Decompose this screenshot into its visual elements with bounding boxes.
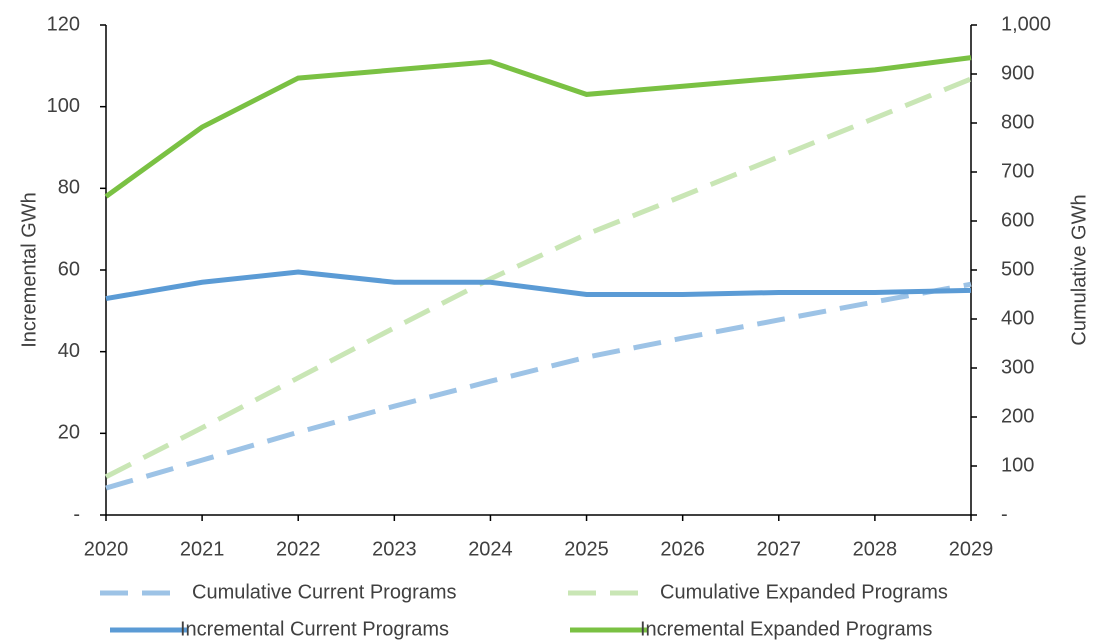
y-tick-label: 120	[47, 13, 80, 35]
x-tick-label: 2026	[660, 538, 705, 560]
x-tick-label: 2020	[84, 538, 129, 560]
y2-axis-title: Cumulative GWh	[1068, 194, 1090, 345]
y-tick-label: 20	[58, 422, 80, 444]
legend-label: Incremental Current Programs	[180, 618, 449, 640]
x-tick-label: 2022	[276, 538, 321, 560]
series-line	[105, 281, 972, 491]
x-tick-label: 2023	[372, 538, 417, 560]
legend-label: Cumulative Current Programs	[192, 581, 457, 603]
y2-tick-label: 200	[1001, 405, 1034, 427]
y-tick-label: 80	[58, 177, 80, 199]
y2-tick-label: 600	[1001, 209, 1034, 231]
y2-tick-label: 800	[1001, 111, 1034, 133]
series-line	[104, 55, 972, 199]
series-line	[105, 269, 972, 302]
y-tick-label: 60	[58, 258, 80, 280]
x-tick-label: 2025	[564, 538, 609, 560]
x-tick-label: 2024	[468, 538, 513, 560]
y2-tick-label: 500	[1001, 258, 1034, 280]
y2-tick-label: 400	[1001, 307, 1034, 329]
y-tick-label: 100	[47, 95, 80, 117]
y-axis-title: Incremental GWh	[18, 192, 40, 348]
x-tick-label: 2021	[180, 538, 225, 560]
y2-tick-label: 700	[1001, 160, 1034, 182]
y-tick-label: -	[73, 503, 80, 525]
x-tick-label: 2027	[757, 538, 802, 560]
y-tick-label: 40	[58, 340, 80, 362]
x-tick-label: 2029	[949, 538, 994, 560]
legend-label: Cumulative Expanded Programs	[660, 581, 948, 603]
x-tick-label: 2028	[853, 538, 898, 560]
y2-tick-label: 100	[1001, 454, 1034, 476]
y2-tick-label: 300	[1001, 356, 1034, 378]
y2-tick-label: -	[1001, 503, 1008, 525]
series-line	[104, 76, 972, 480]
y2-tick-label: 1,000	[1001, 13, 1051, 35]
legend-label: Incremental Expanded Programs	[640, 618, 932, 640]
y2-tick-label: 900	[1001, 62, 1034, 84]
